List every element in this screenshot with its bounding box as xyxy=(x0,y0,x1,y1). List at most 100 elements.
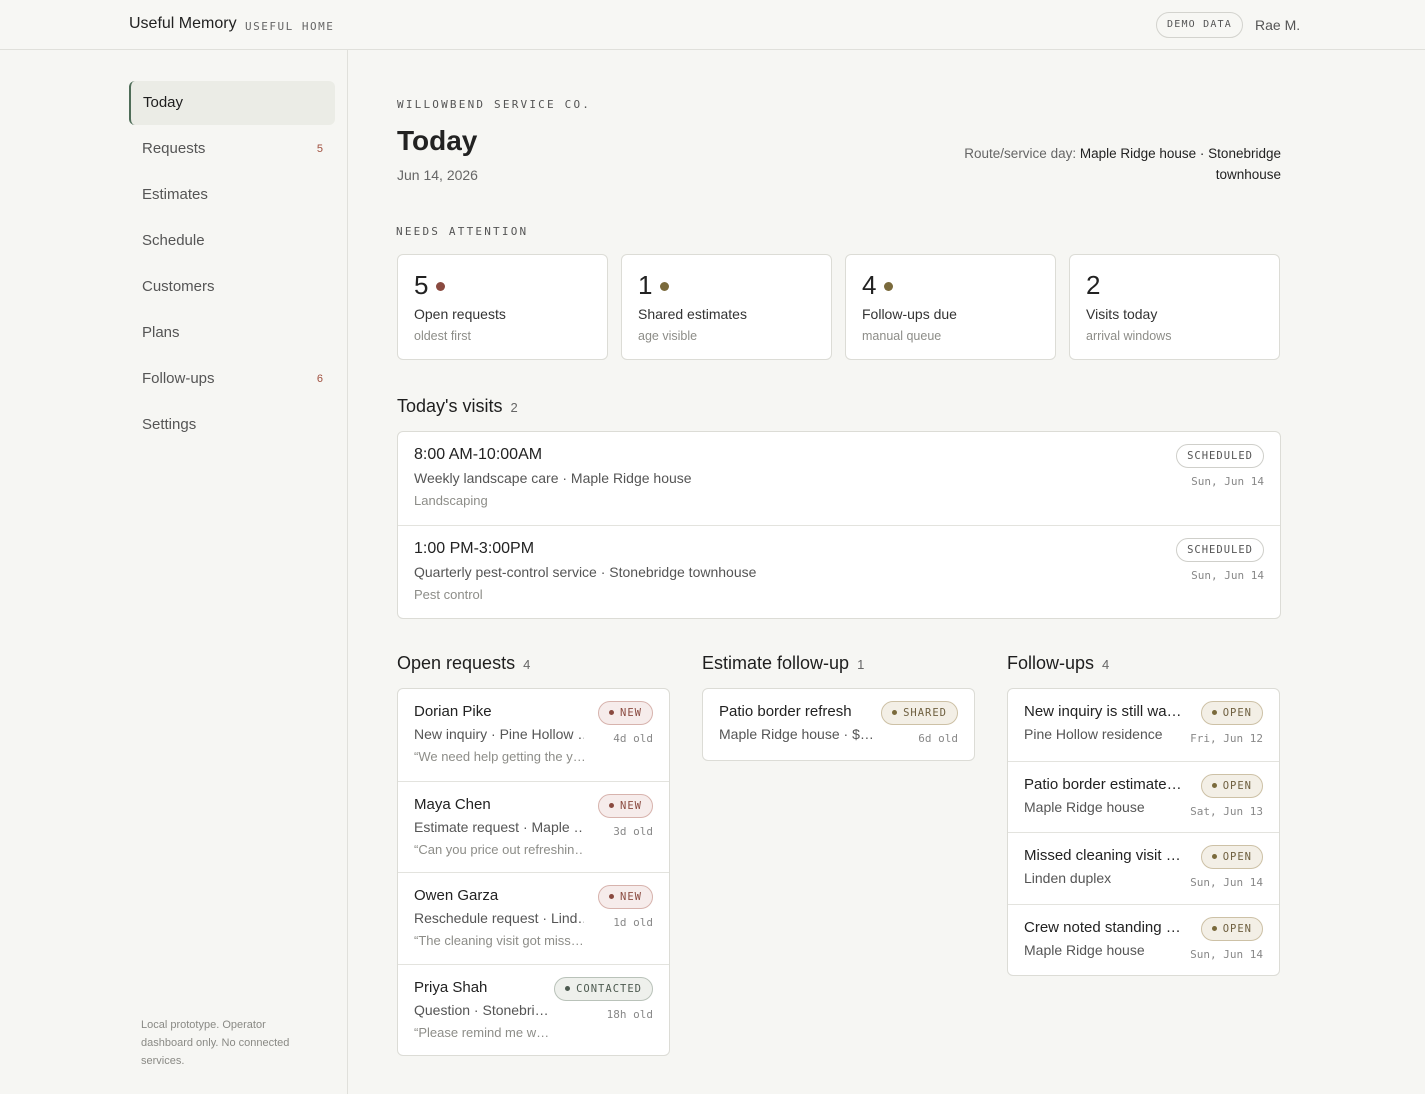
nav-label: Plans xyxy=(142,324,180,341)
stat-card[interactable]: 5 Open requests oldest first xyxy=(397,254,608,360)
stat-card[interactable]: 4 Follow-ups due manual queue xyxy=(845,254,1056,360)
row-meta: 3d old xyxy=(613,824,653,838)
row-quote: “Can you price out refreshin… xyxy=(414,841,584,857)
row-desc: Maple Ridge house xyxy=(1024,798,1145,815)
visit-category: Landscaping xyxy=(414,493,488,508)
org-name: WILLOWBEND SERVICE CO. xyxy=(397,98,592,111)
list-row[interactable]: Crew noted standing … Maple Ridge house OP… xyxy=(1008,903,1279,976)
visit-category: Pest control xyxy=(414,587,483,602)
stat-card[interactable]: 2 Visits today arrival windows xyxy=(1069,254,1280,360)
stat-count: 4 xyxy=(862,270,877,300)
visit-row[interactable]: 8:00 AM-10:00AM Weekly landscape care · M… xyxy=(398,432,1280,525)
badge-text: NEW xyxy=(620,799,642,812)
status-badge: SHARED xyxy=(881,701,958,725)
badge-text: OPEN xyxy=(1222,851,1252,863)
row-meta: Sun, Jun 14 xyxy=(1190,947,1263,961)
nav-label: Requests xyxy=(142,140,206,157)
status-badge: SCHEDULED xyxy=(1176,538,1264,562)
route: Route/service day: Maple Ridge house · S… xyxy=(950,143,1281,185)
list-row[interactable]: Maya Chen Estimate request · Maple … “Can … xyxy=(398,780,669,873)
row-title: Crew noted standing … xyxy=(1024,918,1181,936)
list-row[interactable]: Owen Garza Reschedule request · Lind… “The… xyxy=(398,872,669,964)
status-badge: OPEN xyxy=(1200,916,1263,941)
row-quote: “Please remind me w… xyxy=(414,1024,550,1040)
header: Useful Memory USEFUL HOME DEMO DATA Rae M. xyxy=(0,0,1425,50)
stat-sub: manual queue xyxy=(862,329,942,343)
row-title: Patio border refresh xyxy=(719,703,852,720)
nav-label: Customers xyxy=(142,278,215,295)
row-meta: Fri, Jun 12 xyxy=(1190,732,1263,745)
route-value: Maple Ridge house · Stonebridge townhous… xyxy=(1079,146,1281,182)
row-title: Priya Shah xyxy=(414,978,488,996)
nav-count: 6 xyxy=(316,373,323,385)
list-row[interactable]: Dorian Pike New inquiry · Pine Hollow … “W… xyxy=(398,689,669,781)
user-name[interactable]: Rae M. xyxy=(1255,17,1301,33)
row-desc: Reschedule request · Lind… xyxy=(414,910,584,926)
list-row[interactable]: New inquiry is still wa… Pine Hollow resi… xyxy=(1008,689,1279,761)
stat-dot xyxy=(660,282,670,291)
row-title: Missed cleaning visit … xyxy=(1024,847,1181,864)
stat-dot xyxy=(884,282,894,291)
visit-time: 1:00 PM-3:00PM xyxy=(414,540,535,557)
list-row[interactable]: Patio border refresh Maple Ridge house · … xyxy=(703,689,974,760)
badge-text: SHARED xyxy=(903,707,947,719)
row-desc: Maple Ridge house xyxy=(1024,941,1145,958)
status-badge: NEW xyxy=(598,885,653,909)
badge-text: NEW xyxy=(620,891,642,903)
stat-card[interactable]: 1 Shared estimates age visible xyxy=(621,254,832,360)
row-meta: Sun, Jun 14 xyxy=(1190,876,1263,889)
nav-item[interactable]: Today xyxy=(129,81,335,125)
badge-text: OPEN xyxy=(1222,707,1252,719)
heading-title: Open requests xyxy=(397,653,516,673)
sidebar xyxy=(0,50,348,1094)
row-quote: “The cleaning visit got miss… xyxy=(414,933,584,948)
badge-dot xyxy=(609,710,615,715)
list-row[interactable]: Priya Shah Question · Stonebri… “Please re… xyxy=(398,963,669,1056)
badge-dot xyxy=(1211,854,1217,859)
badge-dot xyxy=(892,710,898,715)
heading-title: Estimate follow-up xyxy=(702,653,850,673)
followups-list: New inquiry is still wa… Pine Hollow resi… xyxy=(1007,688,1280,976)
row-meta: Sat, Jun 13 xyxy=(1190,804,1263,818)
nav-item[interactable]: Requests 5 xyxy=(129,127,335,171)
row-title: Maya Chen xyxy=(414,795,491,813)
nav-item[interactable]: Settings xyxy=(129,403,335,447)
stat-label: Shared estimates xyxy=(638,306,747,322)
nav-item[interactable]: Schedule xyxy=(129,219,335,263)
stat-top: 4 xyxy=(862,269,1039,301)
heading-count: 2 xyxy=(510,400,518,415)
row-title: New inquiry is still wa… xyxy=(1024,703,1182,720)
row-desc: Pine Hollow residence xyxy=(1024,726,1163,742)
estimates-list: Patio border refresh Maple Ridge house · … xyxy=(702,688,975,761)
status-badge: NEW xyxy=(598,701,653,725)
list-row[interactable]: Missed cleaning visit … Linden duplex OPEN… xyxy=(1008,832,1279,904)
nav-item[interactable]: Follow-ups 6 xyxy=(129,357,335,401)
list-row[interactable]: Patio border estimate… Maple Ridge house O… xyxy=(1008,760,1279,833)
stat-top: 5 xyxy=(414,269,591,301)
status-badge: SCHEDULED xyxy=(1176,444,1264,468)
demo-badge: DEMO DATA xyxy=(1156,12,1243,38)
visit-desc: Weekly landscape care · Maple Ridge hous… xyxy=(414,470,692,486)
row-meta: 18h old xyxy=(606,1007,653,1021)
stat-sub: arrival windows xyxy=(1086,329,1172,343)
stat-count: 2 xyxy=(1086,270,1101,300)
badge-text: OPEN xyxy=(1222,779,1252,792)
badge-dot xyxy=(609,894,615,899)
row-meta: 4d old xyxy=(613,732,653,745)
stat-count: 1 xyxy=(638,270,653,300)
page-title: Today xyxy=(397,125,478,156)
visit-row[interactable]: 1:00 PM-3:00PM Quarterly pest-control ser… xyxy=(398,525,1280,618)
nav-item[interactable]: Estimates xyxy=(129,173,335,217)
badge-text: SCHEDULED xyxy=(1187,450,1253,462)
row-desc: Linden duplex xyxy=(1024,870,1112,886)
visit-time: 8:00 AM-10:00AM xyxy=(414,446,543,463)
visit-date: Sun, Jun 14 xyxy=(1191,569,1264,582)
nav-label: Schedule xyxy=(142,232,205,249)
stat-count: 5 xyxy=(414,270,429,300)
nav-item[interactable]: Customers xyxy=(129,265,335,309)
section-heading: Estimate follow-up 1 xyxy=(702,653,864,674)
nav-item[interactable]: Plans xyxy=(129,311,335,355)
status-badge: OPEN xyxy=(1200,701,1263,725)
nav-label: Settings xyxy=(142,416,197,433)
